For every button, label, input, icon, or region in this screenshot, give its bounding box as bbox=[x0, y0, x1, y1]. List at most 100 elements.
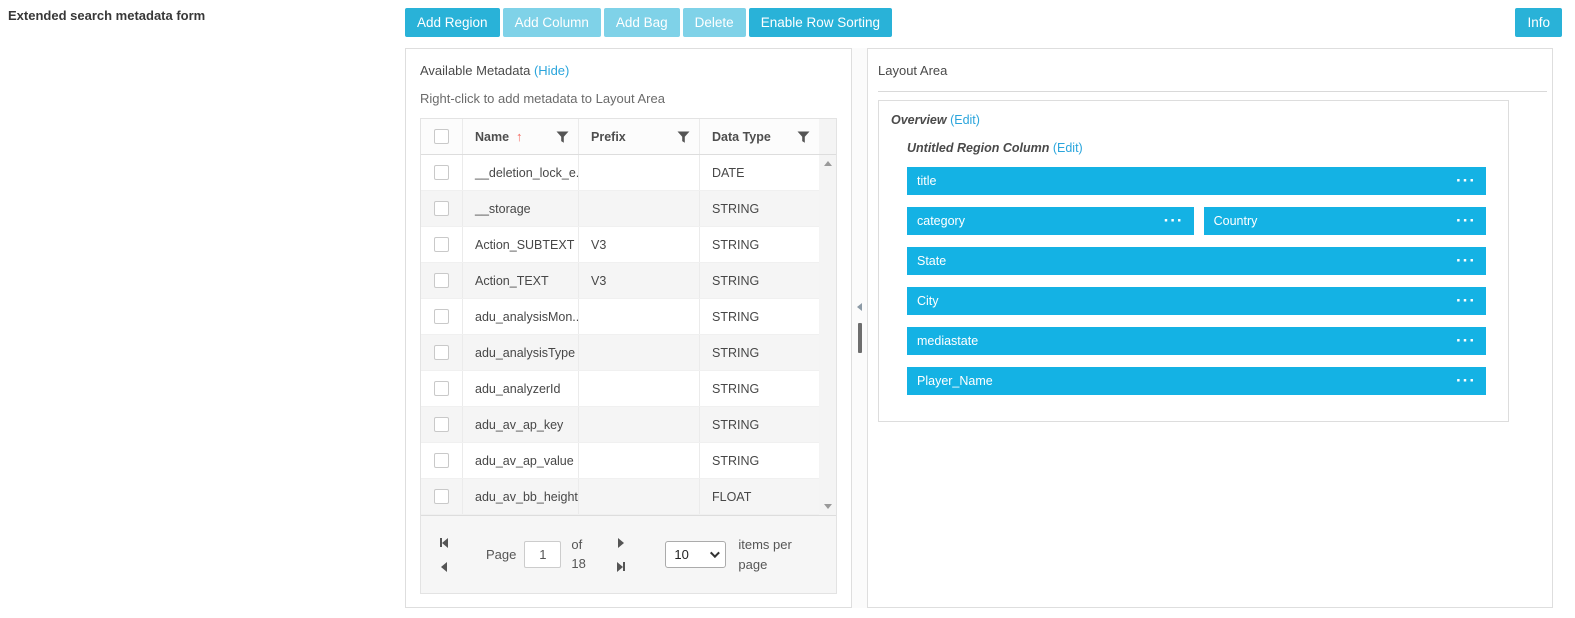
add-column-button[interactable]: Add Column bbox=[502, 8, 601, 37]
row-checkbox[interactable] bbox=[434, 417, 449, 432]
cell-name: adu_av_ap_key bbox=[463, 407, 579, 442]
page-title: Extended search metadata form bbox=[8, 8, 206, 23]
layout-item-label: category bbox=[917, 214, 965, 228]
cell-name: __deletion_lock_e... bbox=[463, 155, 579, 190]
row-checkbox[interactable] bbox=[434, 201, 449, 216]
page-label: Page bbox=[486, 547, 517, 562]
row-checkbox-cell bbox=[421, 443, 463, 478]
cell-name: adu_av_bb_height bbox=[463, 479, 579, 514]
cell-datatype: FLOAT bbox=[712, 489, 752, 504]
cell-name: adu_analysisType bbox=[463, 335, 579, 370]
column-header-prefix[interactable]: Prefix bbox=[579, 119, 700, 154]
table-row[interactable]: adu_analyzerId STRING bbox=[421, 371, 819, 407]
table-row[interactable]: adu_analysisMon... STRING bbox=[421, 299, 819, 335]
filter-icon[interactable] bbox=[677, 131, 690, 143]
overview-region: Overview (Edit) Untitled Region Column (… bbox=[878, 100, 1509, 422]
row-checkbox[interactable] bbox=[434, 381, 449, 396]
region-edit-link[interactable]: (Edit) bbox=[950, 113, 980, 127]
column-header-name[interactable]: Name ↑ bbox=[463, 119, 579, 154]
enable-row-sorting-button[interactable]: Enable Row Sorting bbox=[748, 8, 893, 37]
grid-rows: __deletion_lock_e... DATE __storage STRING A… bbox=[421, 155, 819, 515]
add-region-button[interactable]: Add Region bbox=[405, 8, 500, 37]
cell-prefix bbox=[579, 335, 700, 370]
row-checkbox[interactable] bbox=[434, 489, 449, 504]
table-row[interactable]: __storage STRING bbox=[421, 191, 819, 227]
cell-prefix: V3 bbox=[579, 263, 700, 298]
region-heading: Overview (Edit) bbox=[891, 113, 1494, 127]
collapse-left-icon[interactable] bbox=[857, 303, 862, 311]
row-checkbox[interactable] bbox=[434, 345, 449, 360]
first-page-button[interactable] bbox=[440, 537, 448, 548]
cell-name: Action_TEXT bbox=[463, 263, 579, 298]
filter-icon[interactable] bbox=[556, 131, 569, 143]
grid-pager: Page of 18 10 items per page bbox=[421, 515, 836, 594]
table-row[interactable]: adu_analysisType STRING bbox=[421, 335, 819, 371]
previous-page-button[interactable] bbox=[441, 561, 447, 572]
layout-item-state[interactable]: State ··· bbox=[907, 247, 1486, 275]
total-pages: 18 bbox=[571, 555, 586, 571]
layout-item-country[interactable]: Country ··· bbox=[1203, 207, 1487, 235]
last-page-button[interactable] bbox=[617, 561, 626, 572]
chevron-down-icon bbox=[710, 548, 721, 559]
row-checkbox-cell bbox=[421, 371, 463, 406]
available-metadata-title: Available Metadata bbox=[420, 63, 531, 78]
layout-item-city[interactable]: City ··· bbox=[907, 287, 1486, 315]
grid-vertical-scrollbar[interactable] bbox=[819, 155, 836, 515]
select-all-checkbox[interactable] bbox=[434, 129, 449, 144]
toolbar: Add Region Add Column Add Bag Delete Enable … bbox=[405, 8, 893, 37]
splitter-grip-icon bbox=[857, 323, 862, 353]
next-page-button[interactable] bbox=[618, 537, 625, 548]
row-checkbox[interactable] bbox=[434, 165, 449, 180]
table-row[interactable]: adu_av_bb_height FLOAT bbox=[421, 479, 819, 515]
row-checkbox-cell bbox=[421, 227, 463, 262]
cell-datatype: STRING bbox=[712, 453, 760, 468]
grid-header: Name ↑ Prefix Data Type bbox=[421, 119, 836, 155]
cell-datatype: STRING bbox=[712, 345, 760, 360]
row-checkbox-cell bbox=[421, 479, 463, 514]
cell-name: adu_analysisMon... bbox=[463, 299, 579, 334]
column-header-datatype[interactable]: Data Type bbox=[700, 119, 819, 154]
table-row[interactable]: Action_TEXT V3 STRING bbox=[421, 263, 819, 299]
cell-prefix bbox=[579, 407, 700, 442]
row-checkbox[interactable] bbox=[434, 453, 449, 468]
page-of-total: of 18 bbox=[571, 536, 593, 574]
cell-name: Action_SUBTEXT bbox=[463, 227, 579, 262]
metadata-hint: Right-click to add metadata to Layout Ar… bbox=[420, 91, 665, 106]
of-label: of bbox=[571, 536, 583, 552]
cell-prefix: V3 bbox=[579, 227, 700, 262]
layout-item-mediastate[interactable]: mediastate ··· bbox=[907, 327, 1486, 355]
delete-button[interactable]: Delete bbox=[682, 8, 746, 37]
region-name: Overview bbox=[891, 113, 947, 127]
sort-asc-icon: ↑ bbox=[516, 129, 523, 144]
info-button[interactable]: Info bbox=[1515, 8, 1562, 37]
hide-link[interactable]: (Hide) bbox=[533, 63, 570, 78]
row-checkbox[interactable] bbox=[434, 273, 449, 288]
cell-prefix bbox=[579, 479, 700, 514]
scroll-up-icon[interactable] bbox=[823, 161, 832, 166]
metadata-grid: Name ↑ Prefix Data Type bbox=[420, 118, 837, 594]
table-row[interactable]: adu_av_ap_value STRING bbox=[421, 443, 819, 479]
cell-datatype: STRING bbox=[712, 201, 760, 216]
table-row[interactable]: adu_av_ap_key STRING bbox=[421, 407, 819, 443]
splitter-container: Available Metadata (Hide) Right-click to… bbox=[405, 48, 1553, 608]
region-column-edit-link[interactable]: (Edit) bbox=[1052, 141, 1083, 155]
layout-item-label: Player_Name bbox=[917, 374, 993, 388]
page-size-select[interactable]: 10 bbox=[665, 541, 727, 568]
cell-name: adu_av_ap_value bbox=[463, 443, 579, 478]
layout-item-category[interactable]: category ··· bbox=[907, 207, 1194, 235]
layout-item-label: mediastate bbox=[917, 334, 979, 348]
page-number-input[interactable] bbox=[524, 541, 562, 568]
scroll-down-icon[interactable] bbox=[823, 504, 832, 509]
add-bag-button[interactable]: Add Bag bbox=[603, 8, 680, 37]
layout-item-player-name[interactable]: Player_Name ··· bbox=[907, 367, 1486, 395]
filter-icon[interactable] bbox=[797, 131, 810, 143]
row-checkbox[interactable] bbox=[434, 237, 449, 252]
items-per-page-label: items per page bbox=[738, 537, 792, 572]
table-row[interactable]: Action_SUBTEXT V3 STRING bbox=[421, 227, 819, 263]
cell-datatype: STRING bbox=[712, 381, 760, 396]
column-header-datatype-label: Data Type bbox=[712, 129, 771, 144]
table-row[interactable]: __deletion_lock_e... DATE bbox=[421, 155, 819, 191]
row-checkbox[interactable] bbox=[434, 309, 449, 324]
layout-item-title[interactable]: title ··· bbox=[907, 167, 1486, 195]
splitter-handle[interactable] bbox=[852, 48, 867, 608]
